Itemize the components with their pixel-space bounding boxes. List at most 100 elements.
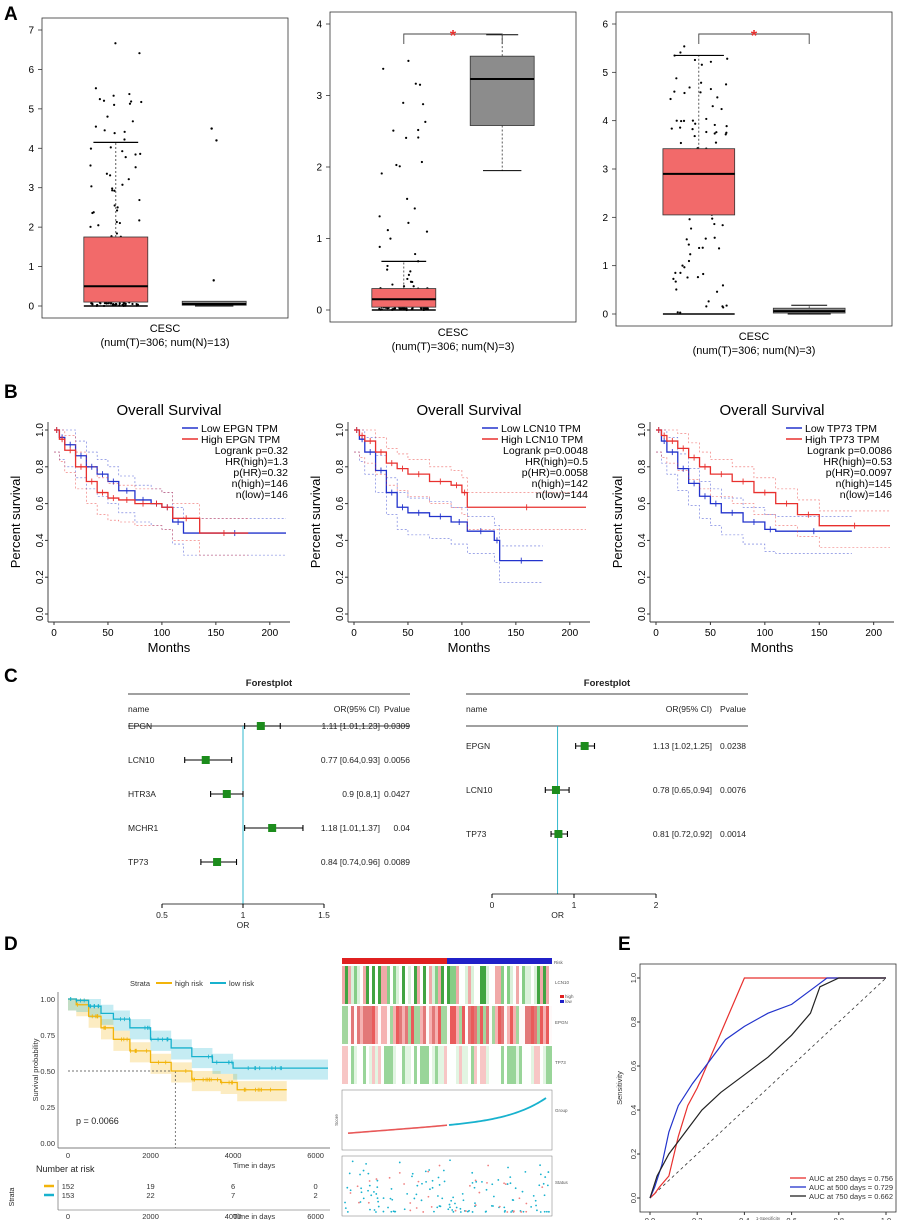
status-point	[373, 1191, 375, 1193]
status-point	[367, 1172, 370, 1175]
x-tick-label: 0	[351, 628, 357, 639]
status-point	[503, 1182, 505, 1185]
status-point	[524, 1170, 527, 1173]
risk-bar-low	[447, 958, 552, 964]
data-point	[407, 59, 410, 62]
panel-letter-a: A	[4, 4, 18, 25]
heatmap-cell	[444, 1006, 447, 1044]
status-point	[429, 1188, 431, 1191]
risk-x-tick-label: 6000	[307, 1212, 324, 1220]
status-point	[473, 1186, 476, 1189]
data-point	[128, 102, 132, 105]
heatmap-cell	[495, 966, 498, 1004]
data-point	[90, 185, 93, 188]
heatmap-cell	[384, 966, 387, 1004]
data-point	[393, 307, 397, 310]
heatmap-cell	[450, 1046, 453, 1084]
status-point	[462, 1199, 465, 1202]
status-point	[451, 1209, 454, 1211]
status-point	[547, 1210, 550, 1213]
heatmap-cell	[372, 1006, 375, 1044]
heatmap-cell	[354, 1046, 357, 1084]
x-tick-label: 0.4	[739, 1216, 749, 1220]
heatmap-cell	[450, 966, 453, 1004]
heatmap-cell	[456, 1046, 459, 1084]
data-point	[89, 225, 92, 228]
survival-plot-2: Overall Survival 0.0 0.2 0.4 0.6 0.8 1.0 0 50 100…	[308, 402, 590, 655]
data-point	[687, 243, 690, 246]
y-tick-label: 0	[316, 306, 322, 317]
y-tick-label: 4	[28, 144, 34, 155]
data-point	[378, 215, 381, 218]
heatmap-cell	[381, 1046, 384, 1084]
heatmap-cell	[396, 966, 399, 1004]
data-point	[709, 87, 712, 91]
status-point	[539, 1211, 542, 1213]
data-point	[386, 228, 389, 232]
heatmap-cell	[498, 1006, 501, 1044]
heatmap-cell	[366, 966, 369, 1004]
status-point	[422, 1211, 425, 1213]
row-name: LCN10	[128, 755, 155, 765]
heatmap-cell	[528, 1046, 531, 1084]
heatmap-cell	[390, 1006, 393, 1044]
status-point	[367, 1189, 369, 1192]
heatmap-cell	[537, 966, 540, 1004]
score-axis-label: Score	[334, 1114, 339, 1126]
y-tick-label: 0.8	[637, 459, 648, 473]
x-tick-label: 6000	[307, 1151, 324, 1160]
heatmap-cell	[504, 1046, 507, 1084]
heatmap-cell	[393, 1046, 396, 1084]
data-point	[392, 129, 395, 132]
data-point	[699, 91, 702, 94]
heatmap-cell	[432, 966, 435, 1004]
low-ci-upper	[354, 429, 543, 547]
stat-text: HR(high)=1.3	[225, 456, 288, 468]
status-point	[459, 1207, 462, 1210]
risk-count: 19	[146, 1182, 154, 1191]
data-point	[726, 57, 729, 60]
risk-x-tick-label: 4000	[225, 1212, 242, 1220]
data-point	[675, 77, 678, 80]
status-point	[376, 1197, 379, 1200]
data-point	[424, 120, 427, 123]
plot-frame	[329, 11, 577, 323]
data-point	[699, 81, 703, 84]
heatmap-cell	[528, 966, 531, 1004]
y-tick-label: 1.0	[35, 423, 46, 437]
status-point	[525, 1202, 528, 1205]
x-axis-label: 1-Specificity	[756, 1216, 781, 1220]
status-point	[512, 1210, 515, 1213]
data-point	[420, 160, 423, 164]
data-point	[689, 253, 692, 256]
heatmap-cell	[465, 1046, 468, 1084]
status-legend-label: Status	[555, 1180, 569, 1185]
data-point	[693, 134, 696, 138]
header-pvalue: Pvalue	[384, 704, 410, 714]
status-point	[542, 1182, 545, 1185]
status-point	[521, 1190, 524, 1193]
heatmap-cell	[351, 1006, 354, 1044]
outlier-point	[210, 127, 213, 130]
risk-x-axis-label: Time in days	[233, 1212, 275, 1220]
status-point	[541, 1186, 544, 1189]
data-point	[97, 224, 100, 227]
data-point	[94, 125, 97, 128]
data-point	[679, 311, 682, 314]
heatmap-cell	[441, 1006, 444, 1044]
y-tick-label: 5	[28, 104, 34, 115]
tumor-box	[83, 236, 149, 303]
data-point	[705, 130, 708, 134]
data-point	[687, 259, 691, 263]
y-tick-label: 0.4	[637, 533, 648, 547]
status-point	[398, 1161, 401, 1164]
heatmap-cell	[342, 1046, 345, 1084]
status-point	[449, 1159, 451, 1162]
heatmap-cell	[345, 1006, 348, 1044]
data-point	[409, 270, 412, 273]
data-point	[108, 174, 112, 177]
y-tick-label: 0.8	[35, 459, 46, 473]
status-point	[437, 1176, 440, 1179]
y-tick-label: 6	[602, 20, 608, 31]
heatmap-cell	[402, 1006, 405, 1044]
